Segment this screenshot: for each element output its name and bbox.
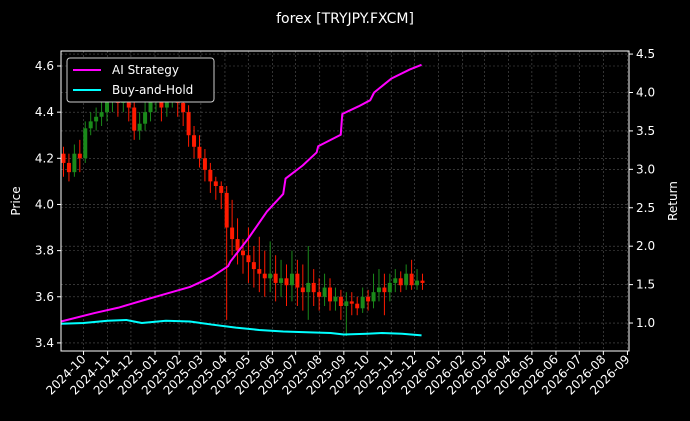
legend: AI Strategy Buy-and-Hold: [66, 57, 215, 103]
plot-frame: [60, 50, 630, 352]
candle-body: [148, 100, 153, 113]
candle-body: [344, 301, 349, 306]
candle-body: [366, 296, 371, 302]
candle-body: [235, 239, 240, 251]
candle-body: [66, 162, 71, 173]
candle-body: [77, 153, 82, 159]
left-tick-label: 4.4: [35, 105, 54, 119]
candle-body: [246, 255, 251, 263]
candle-body: [404, 273, 409, 286]
candle-body: [197, 146, 202, 159]
left-tick-label: 4.6: [35, 59, 54, 73]
left-tick-label: 4.2: [35, 151, 54, 165]
candle-body: [137, 123, 142, 131]
candle-body: [251, 262, 256, 270]
candle-body: [311, 282, 316, 293]
candle-body: [88, 121, 93, 129]
right-tick-label: 1.0: [636, 316, 655, 330]
right-tick-label: 3.0: [636, 162, 655, 176]
candle-body: [420, 280, 425, 283]
chart-title: forex [TRYJPY.FXCM]: [276, 11, 414, 27]
legend-bh-label: Buy-and-Hold: [112, 83, 193, 97]
legend-ai-label: AI Strategy: [112, 63, 179, 77]
candle-body: [289, 273, 294, 286]
right-tick-label: 2.0: [636, 239, 655, 253]
buy-and-hold-line: [60, 318, 422, 337]
candles: [61, 77, 425, 336]
candle-body: [382, 287, 387, 293]
right-tick-label: 3.5: [636, 124, 655, 138]
candle-body: [306, 282, 311, 293]
legend-box: [66, 57, 215, 103]
candle-body: [376, 287, 381, 293]
candle-body: [94, 116, 99, 122]
candle-body: [143, 112, 148, 124]
candle-body: [349, 301, 354, 304]
candle-body: [181, 102, 186, 113]
candle-body: [300, 287, 305, 293]
candle-body: [105, 100, 110, 113]
right-tick-label: 4.5: [636, 47, 655, 61]
right-tick-label: 4.0: [636, 85, 655, 99]
candle-body: [208, 169, 213, 182]
candle-body: [317, 292, 322, 297]
candle-body: [83, 128, 88, 159]
candle-body: [415, 280, 420, 286]
candle-body: [257, 269, 262, 274]
candle-body: [202, 158, 207, 170]
left-tick-label: 4.0: [35, 197, 54, 211]
candle-body: [328, 287, 333, 302]
candle-body: [230, 227, 235, 240]
candle-body: [360, 296, 365, 309]
candle-body: [409, 273, 414, 286]
candle-body: [99, 112, 104, 117]
candle-body: [284, 278, 289, 286]
left-tick-label: 3.4: [35, 336, 54, 350]
candle-body: [273, 273, 278, 283]
left-axis-title: Price: [9, 186, 23, 215]
candle-body: [61, 153, 66, 163]
right-axis-title: Return: [666, 181, 680, 221]
candle-body: [213, 181, 218, 186]
candle-body: [333, 296, 338, 302]
candle-body: [398, 278, 403, 286]
candle-body: [164, 98, 169, 108]
candle-body: [132, 107, 137, 131]
candle-body: [240, 250, 245, 256]
candle-body: [371, 292, 376, 302]
candle-body: [268, 273, 273, 279]
candle-body: [387, 282, 392, 293]
left-tick-label: 3.8: [35, 244, 54, 258]
candle-body: [295, 273, 300, 288]
candle-body: [393, 278, 398, 283]
candle-body: [219, 186, 224, 193]
candle-body: [186, 112, 191, 136]
candle-body: [192, 135, 197, 147]
candle-body: [338, 296, 343, 306]
right-tick-label: 2.5: [636, 201, 655, 215]
candle-body: [72, 153, 77, 173]
candle-body: [279, 278, 284, 283]
candle-body: [262, 273, 267, 279]
ai-strategy-line: [60, 63, 422, 323]
candle-body: [224, 192, 229, 228]
left-tick-label: 3.6: [35, 290, 54, 304]
candle-body: [322, 287, 327, 297]
candle-body: [355, 303, 360, 309]
right-tick-label: 1.5: [636, 278, 655, 292]
return-lines: [60, 63, 422, 337]
